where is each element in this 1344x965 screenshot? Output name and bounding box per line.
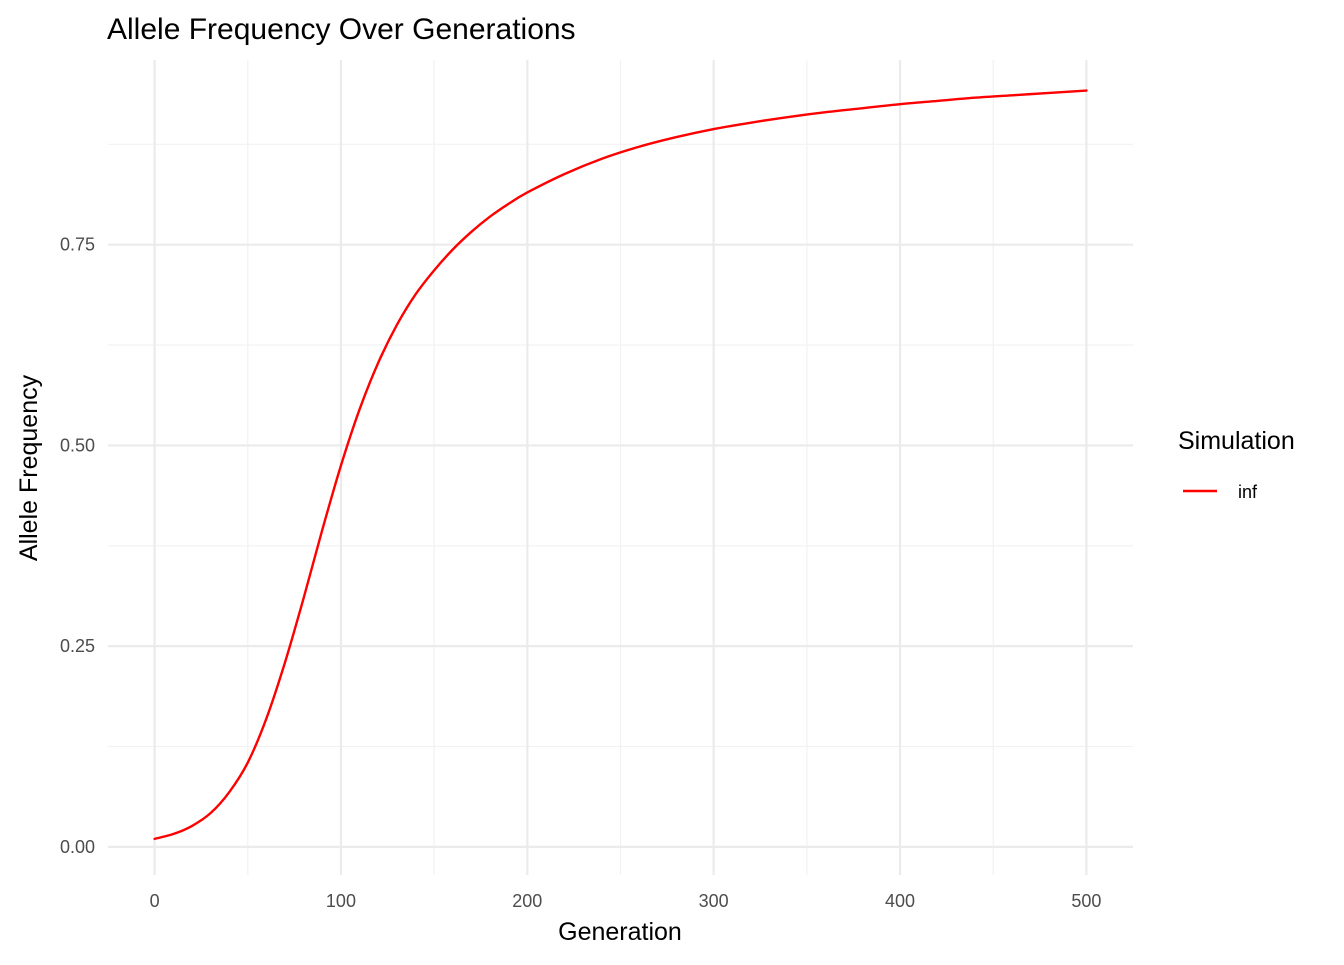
x-tick-label: 400 [885,891,915,911]
legend-items: inf [1183,482,1258,502]
x-tick-label: 500 [1071,891,1101,911]
y-axis-title: Allele Frequency [15,374,43,561]
y-tick-label: 0.00 [60,837,95,857]
series-layer [153,89,1088,841]
x-tick-label: 0 [150,891,160,911]
x-tick-label: 100 [326,891,356,911]
series-line-inf [153,89,1088,841]
major-gridlines [108,60,1133,875]
minor-gridlines [108,60,1133,875]
y-tick-label: 0.75 [60,235,95,255]
x-axis-ticks: 0 100 200 300 400 500 [150,891,1102,911]
y-tick-label: 0.50 [60,435,95,455]
x-tick-label: 200 [512,891,542,911]
legend: Simulation inf [1178,427,1295,502]
y-axis-ticks: 0.00 0.25 0.50 0.75 [60,235,95,857]
chart-title: Allele Frequency Over Generations [107,13,576,46]
x-tick-label: 300 [699,891,729,911]
legend-label: inf [1238,482,1258,502]
y-tick-label: 0.25 [60,636,95,656]
x-axis-title: Generation [558,918,682,946]
legend-title: Simulation [1178,427,1295,455]
